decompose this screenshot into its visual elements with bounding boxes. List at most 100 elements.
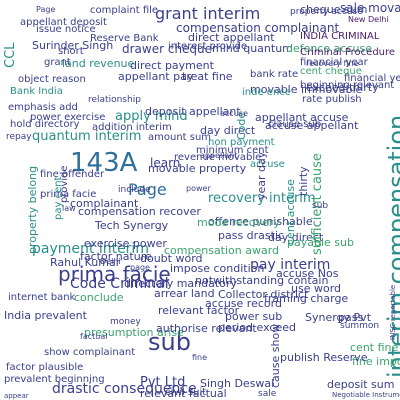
cloud-word: treat fine — [182, 70, 233, 83]
cloud-word: quantum interim — [32, 129, 142, 144]
cloud-word: beginning relevant — [300, 80, 395, 91]
cloud-word: compensation recover — [78, 205, 201, 218]
cloud-word: fine — [192, 353, 208, 362]
cloud-word: power sub — [225, 310, 283, 323]
cloud-word: movable immovable — [250, 83, 363, 96]
cloud-word: factor nature — [80, 250, 152, 263]
cloud-word: direct payment — [130, 59, 214, 72]
cloud-word: impose condition — [170, 262, 265, 275]
cloud-word: compensation complainant — [176, 21, 340, 35]
cloud-word: Page — [36, 5, 56, 14]
cloud-word: defence accuse — [286, 42, 372, 55]
cloud-word: movable property — [148, 162, 247, 175]
cloud-word: relevant factual — [140, 387, 227, 400]
cloud-word: Rahul Kumar — [50, 256, 121, 269]
cloud-word: amount sum — [148, 132, 212, 143]
cloud-word: conclude — [74, 291, 124, 304]
cloud-word: repay — [6, 132, 32, 142]
cloud-word: drawer cheque — [122, 42, 213, 56]
cloud-word: Bank India — [10, 86, 63, 97]
cloud-word: period exceed — [218, 321, 296, 334]
cloud-word: appellant — [200, 151, 238, 160]
cloud-word: Page — [128, 180, 167, 199]
cloud-word: revenue movable — [174, 152, 262, 163]
cloud-word: year day — [255, 151, 268, 200]
cloud-word: fine impose — [352, 355, 400, 368]
cloud-word: accuse — [220, 109, 248, 118]
cloud-word: payment interim — [32, 241, 149, 257]
cloud-word: prima facie — [58, 262, 171, 286]
cloud-word: appellant pay — [118, 70, 194, 83]
cloud-word: financial year — [344, 73, 400, 84]
cloud-word: show complainant — [44, 347, 136, 358]
cloud-word: relationship — [88, 95, 141, 105]
cloud-word: exceed thirty — [306, 81, 379, 94]
cloud-word: inde ence — [242, 87, 291, 98]
cloud-word: Collector district — [218, 288, 309, 301]
cloud-word: INSC reportable — [389, 284, 397, 340]
cloud-word: recovery interim — [208, 191, 316, 206]
cloud-word: deposit sum — [327, 378, 395, 391]
cloud-word: issue notice — [36, 24, 96, 35]
cloud-word: appear — [4, 392, 29, 400]
cloud-word: doubt word — [140, 252, 203, 265]
cloud-word: exercise power — [84, 237, 167, 250]
cloud-word: directory mandatory — [124, 277, 237, 290]
cloud-word: grant — [44, 57, 71, 68]
cloud-word: sub — [148, 328, 191, 356]
cloud-word: accuse — [250, 159, 285, 170]
cloud-word: property accuse — [290, 7, 363, 17]
cloud-word: page — [130, 263, 150, 272]
cloud-word: Singh Deswal — [200, 377, 275, 390]
cloud-word: power exercise — [30, 112, 106, 123]
cloud-word: object reason — [18, 74, 86, 85]
cloud-word: pay cent — [53, 176, 64, 220]
cloud-word: publish Reserve — [280, 351, 368, 364]
cloud-word: notwithstanding contain — [195, 274, 329, 287]
cloud-word: prevalent beginning — [4, 374, 105, 385]
cloud-word: payable sub — [287, 236, 354, 249]
cloud-word: CCL — [3, 42, 18, 68]
cloud-word: interest provide — [168, 41, 248, 52]
cloud-word: authorise relevant — [156, 322, 257, 335]
cloud-word: 143A — [70, 148, 138, 178]
cloud-word: include — [118, 185, 151, 195]
cloud-word: Code Criminal — [70, 276, 169, 292]
cloud-word: appellant accuse — [255, 111, 349, 124]
cloud-word: grant interim — [155, 4, 261, 23]
cloud-word: internet bank — [8, 292, 76, 303]
cloud-word: cheque sum — [300, 3, 368, 16]
cloud-word: complaint file — [90, 5, 159, 16]
cloud-word: prima facie — [40, 189, 97, 200]
cloud-word: law — [62, 204, 76, 213]
cloud-word: Negotiable Instruments — [332, 391, 400, 399]
cloud-word: thirty — [297, 166, 310, 196]
cloud-word: sale — [258, 389, 277, 399]
cloud-word: cause show — [269, 323, 282, 388]
cloud-word: short — [58, 46, 84, 57]
cloud-word: fine offender — [40, 169, 105, 180]
cloud-word: New Delhi — [348, 15, 389, 24]
cloud-word: drastic consequence — [52, 381, 197, 397]
cloud-word: Criminal Procedure — [300, 47, 396, 58]
cloud-word: appellant deposit — [20, 17, 107, 28]
cloud-word: hold directory — [10, 119, 80, 130]
cloud-word: cent fine — [350, 341, 399, 354]
cloud-word: mind quantum — [212, 42, 293, 55]
cloud-word: accuse record — [205, 297, 282, 310]
cloud-word: emphasis add — [8, 102, 78, 113]
cloud-word: rate publish — [302, 94, 362, 105]
cloud-word: sale movable — [340, 1, 400, 15]
cloud-word: minimum cent — [196, 145, 269, 156]
cloud-word: money — [110, 317, 141, 327]
cloud-word: factual — [80, 332, 108, 341]
cloud-word: power — [186, 184, 211, 193]
cloud-word: financial year — [300, 57, 368, 68]
cloud-word: Synergy Pvt — [305, 311, 372, 324]
cloud-word: day direct — [268, 231, 324, 244]
cloud-word: non payment — [208, 137, 275, 148]
cloud-word: Delhi — [100, 257, 121, 266]
cloud-word: offence punishable — [208, 215, 313, 228]
cloud-word: pay interim — [250, 257, 331, 273]
